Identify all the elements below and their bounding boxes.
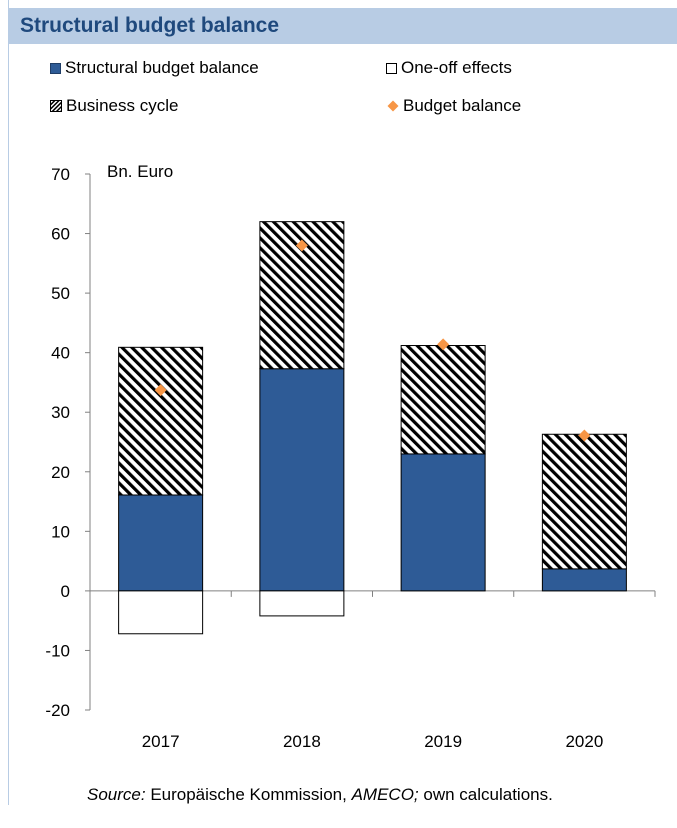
y-tick-label: 10	[51, 522, 70, 541]
source-note: Source: Europäische Kommission, AMECO; o…	[87, 785, 553, 805]
legend-label: Budget balance	[403, 96, 522, 115]
solid-square-icon	[50, 62, 61, 74]
marker-budget-balance-2020	[578, 429, 591, 442]
plot: 70 60 50 40 30 20 10 0 -10 -20 2017 2018 2019 2020	[45, 165, 656, 751]
bar-one-off-2018	[259, 590, 345, 617]
panel-border	[8, 0, 9, 805]
marker-budget-balance-2017	[154, 384, 167, 397]
legend: Structural budget balance One-off effect…	[0, 0, 677, 130]
bar-structural-2018	[259, 368, 345, 592]
y-tick-label: 60	[51, 225, 70, 244]
bar-structural-2017	[118, 494, 204, 592]
unit-label: Bn. Euro	[107, 162, 173, 181]
legend-item-structural: Structural budget balance	[50, 58, 259, 78]
bar-structural-2020	[541, 568, 627, 592]
bar-business-cycle-2020	[541, 433, 627, 570]
y-tick-label: 20	[51, 463, 70, 482]
y-tick-label: -10	[45, 641, 70, 660]
legend-item-business-cycle: Business cycle	[50, 96, 178, 116]
x-tick-label: 2017	[142, 732, 180, 751]
chart-title: Structural budget balance	[20, 14, 280, 37]
y-tick-label: 70	[51, 165, 70, 184]
x-tick-label: 2019	[424, 732, 462, 751]
legend-item-one-off: One-off effects	[386, 58, 512, 78]
source-org: Europäische Kommission,	[145, 785, 352, 804]
legend-label: Structural budget balance	[65, 58, 259, 77]
bar-one-off-2017	[118, 590, 204, 635]
source-db: AMECO;	[351, 785, 419, 804]
legend-item-budget-balance: Budget balance	[387, 96, 521, 116]
diamond-icon	[387, 100, 399, 112]
source-label: Source:	[87, 785, 146, 804]
y-tick-label: 50	[51, 284, 70, 303]
marker-budget-balance-2018	[295, 239, 308, 252]
title-bar: Structural budget balance	[8, 8, 677, 44]
bar-business-cycle-2019	[400, 345, 486, 455]
source-rest: own calculations.	[418, 785, 553, 804]
bar-structural-2019	[400, 453, 486, 592]
legend-label: Business cycle	[66, 96, 179, 115]
hatched-square-icon	[50, 100, 62, 112]
hollow-square-icon	[386, 62, 397, 74]
x-tick-label: 2020	[565, 732, 603, 751]
x-tick-label: 2018	[283, 732, 321, 751]
legend-label: One-off effects	[401, 58, 512, 77]
bar-business-cycle-2017	[118, 346, 204, 496]
y-tick-label: 0	[61, 582, 70, 601]
marker-budget-balance-2019	[437, 338, 450, 351]
y-tick-label: -20	[45, 701, 70, 720]
y-tick-label: 40	[51, 344, 70, 363]
chart-area: Bn. Euro 70 60 50 40 30 20 10 0 -10 -20 2017 2018 20…	[45, 162, 656, 751]
y-tick-label: 30	[51, 403, 70, 422]
